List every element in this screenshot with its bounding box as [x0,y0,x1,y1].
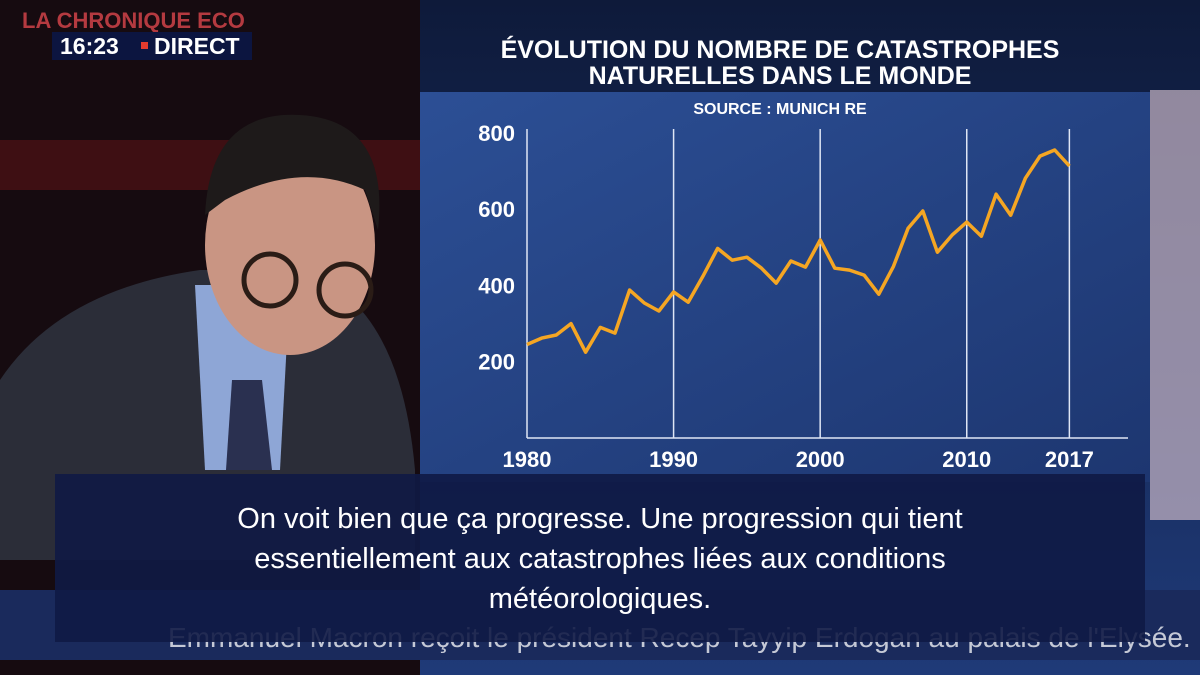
x-tick-label: 2010 [942,447,991,472]
live-label: DIRECT [154,33,240,59]
live-dot [141,42,148,49]
y-tick-label: 600 [478,197,515,222]
clock: 16:23 [60,33,119,59]
x-tick-label: 2017 [1045,447,1094,472]
chart-title: ÉVOLUTION DU NOMBRE DE CATASTROPHES [501,35,1060,64]
y-tick-label: 200 [478,350,515,375]
plot: 200 400 600 800 1980 1990 2000 2010 2017 [478,121,1128,472]
live-badge [52,32,252,60]
y-tick-label: 800 [478,121,515,146]
subtitle-line: météorologiques. [489,583,711,615]
chart-title: NATURELLES DANS LE MONDE [589,62,972,90]
subtitle-line: essentiellement aux catastrophes liées a… [254,543,946,575]
x-tick-label: 1990 [649,447,698,472]
subtitles: On voit bien que ça progresse. Une progr… [237,503,962,615]
x-tick-label: 1980 [503,447,552,472]
data-line [526,148,1071,354]
x-tick-label: 2000 [796,447,845,472]
studio-right [1150,90,1200,520]
y-tick-label: 400 [478,273,515,298]
chart-panel [420,92,1150,482]
subtitle-box [55,474,1145,642]
show-name: LA CHRONIQUE ECO [22,8,245,33]
chart-subtitle: SOURCE : MUNICH RE [693,101,867,118]
subtitle-line: On voit bien que ça progresse. Une progr… [237,503,962,535]
